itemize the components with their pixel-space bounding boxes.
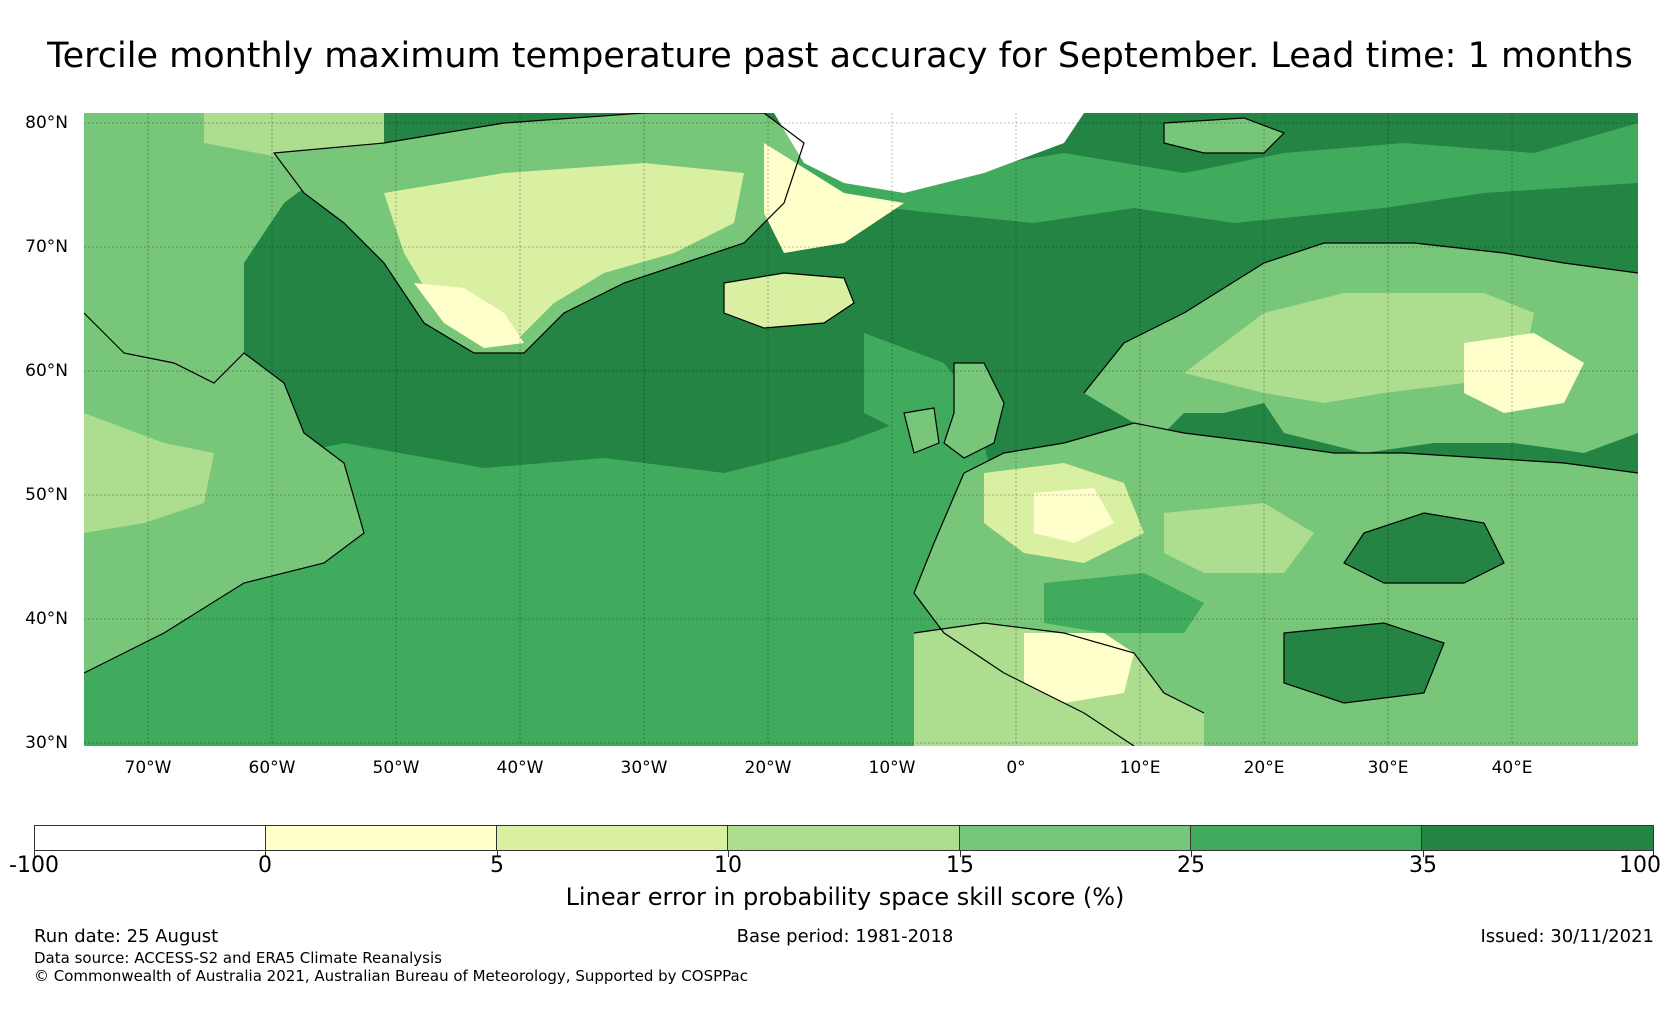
coast-uk [943, 362, 1005, 459]
colorbar-segment-below-0 [35, 826, 266, 850]
colorbar-tick [34, 851, 35, 857]
colorbar-tick-label: 25 [1177, 853, 1205, 878]
coast-greenland [272, 113, 805, 354]
map-title: Tercile monthly maximum temperature past… [47, 36, 1633, 76]
land-russia-pale [1464, 333, 1584, 413]
coast-scandinavia [1083, 242, 1638, 394]
coast-iberia [913, 472, 1005, 674]
issued-date: Issued: 30/11/2021 [1480, 926, 1654, 947]
lat-label-50n: 50°N [25, 485, 68, 505]
lat-label-60n: 60°N [25, 361, 68, 381]
colorbar [34, 825, 1654, 851]
colorbar-segment-15-25 [959, 826, 1191, 850]
colorbar-segment-35-100 [1422, 826, 1654, 850]
lon-label-40e: 40°E [1491, 758, 1533, 778]
lat-label-70n: 70°N [25, 237, 68, 257]
land-ireland [904, 408, 939, 453]
colorbar-tick [1423, 851, 1424, 857]
arctic-white [774, 113, 1084, 193]
colorbar-segment-5-10 [497, 826, 729, 850]
coast-africa [913, 622, 1205, 714]
land-med-sea [1284, 623, 1444, 703]
run-date: Run date: 25 August [34, 926, 219, 947]
lon-label-20w: 20°W [744, 758, 792, 778]
land-france-pale [1034, 488, 1114, 543]
colorbar-segment-25-35 [1190, 826, 1423, 850]
land-africa-pale [1024, 633, 1134, 703]
coast-canada [84, 312, 365, 674]
lon-label-70w: 70°W [124, 758, 172, 778]
graticule [84, 113, 1638, 746]
colorbar-segment-10-15 [728, 826, 960, 850]
colorbar-tick-label: 0 [258, 853, 272, 878]
colorbar-tick-label: -100 [9, 853, 59, 878]
land-middle-east [1444, 593, 1638, 746]
land-uk [944, 363, 1004, 458]
coast-svalbard [1163, 117, 1286, 154]
land-balkans-pale [1164, 503, 1314, 573]
land-black-sea [1344, 513, 1504, 583]
lon-label-10w: 10°W [868, 758, 916, 778]
base-period: Base period: 1981-2018 [736, 926, 954, 947]
lon-label-30w: 30°W [620, 758, 668, 778]
colorbar-tick-label: 5 [490, 853, 504, 878]
lat-label-30n: 30°N [25, 733, 68, 753]
colorbar-tick-label: 10 [714, 853, 742, 878]
colorbar-tick [265, 851, 266, 857]
colorbar-tick [497, 851, 498, 857]
map-canvas [84, 113, 1638, 746]
lon-label-0: 0° [1006, 758, 1026, 778]
colorbar-tick [960, 851, 961, 857]
colorbar-tick [1191, 851, 1192, 857]
land-iceland [724, 273, 854, 328]
coast-mediterranean [1003, 622, 1445, 746]
land-greenland-pale [414, 283, 524, 348]
lat-label-40n: 40°N [25, 609, 68, 629]
colorbar-tick-label: 15 [946, 853, 974, 878]
colorbar-tick-label: 100 [1619, 853, 1661, 878]
coast-ireland [903, 407, 940, 454]
lon-label-10e: 10°E [1119, 758, 1161, 778]
land-canada [84, 113, 384, 673]
ocean-medium-upper [784, 123, 1638, 223]
lon-label-30e: 30°E [1367, 758, 1409, 778]
lat-label-80n: 80°N [25, 113, 68, 133]
lon-label-20e: 20°E [1243, 758, 1285, 778]
coast-europe [963, 422, 1638, 474]
arctic-pale [764, 143, 904, 253]
colorbar-tick-label: 35 [1409, 853, 1437, 878]
land-med-sea-west [1044, 573, 1204, 633]
lon-label-40w: 40°W [496, 758, 544, 778]
data-source: Data source: ACCESS-S2 and ERA5 Climate … [34, 949, 442, 967]
land-svalbard [1164, 118, 1284, 153]
colorbar-label: Linear error in probability space skill … [565, 883, 1125, 911]
colorbar-tick [1653, 851, 1654, 857]
coast-iceland [723, 272, 855, 329]
colorbar-segment-0-5 [265, 826, 498, 850]
lon-label-50w: 50°W [372, 758, 420, 778]
colorbar-tick [728, 851, 729, 857]
skill-map [84, 113, 1638, 746]
lon-label-60w: 60°W [248, 758, 296, 778]
land-canada-pale [84, 413, 214, 533]
copyright: © Commonwealth of Australia 2021, Austra… [34, 967, 748, 985]
land-scandinavia-pale [1184, 293, 1534, 403]
coastlines [84, 113, 1638, 746]
coast-black-sea [1343, 512, 1505, 584]
